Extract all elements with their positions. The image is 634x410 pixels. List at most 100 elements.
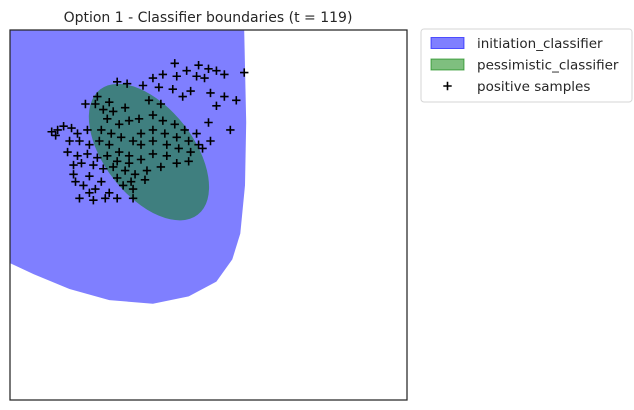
positive-sample-point — [136, 155, 146, 164]
positive-sample-point — [95, 136, 104, 146]
positive-sample-point — [73, 151, 82, 160]
positive-sample-point — [240, 68, 249, 77]
positive-sample-point — [91, 184, 100, 194]
positive-sample-point — [174, 144, 183, 153]
positive-sample-point — [83, 149, 92, 159]
positive-sample-point — [112, 173, 122, 183]
positive-sample-point — [162, 140, 172, 149]
positive-sample-point — [194, 140, 203, 149]
positive-sample-point — [178, 92, 187, 101]
positive-sample-point — [59, 122, 68, 131]
positive-sample-point — [232, 96, 241, 105]
positive-sample-point — [226, 125, 235, 135]
positive-sample-point — [97, 125, 106, 135]
legend-label: pessimistic_classifier — [477, 58, 619, 74]
positive-sample-point — [186, 147, 195, 157]
points-layer — [47, 59, 249, 205]
positive-sample-point — [200, 73, 209, 83]
positive-sample-point — [192, 72, 201, 81]
positive-sample-point — [93, 153, 102, 162]
positive-sample-point — [138, 81, 148, 90]
positive-sample-point — [134, 114, 144, 123]
positive-sample-point — [109, 162, 118, 172]
positive-sample-point — [194, 60, 203, 70]
legend-marker-positive-samples — [443, 81, 452, 91]
positive-sample-point — [75, 136, 84, 146]
positive-sample-point — [148, 136, 158, 146]
positive-sample-point — [75, 194, 84, 203]
positive-sample-point — [148, 110, 158, 120]
positive-sample-point — [85, 188, 94, 197]
legend-label: positive samples — [477, 79, 590, 95]
positive-sample-point — [71, 177, 80, 186]
positive-sample-point — [118, 181, 128, 190]
positive-sample-point — [101, 194, 110, 203]
positive-sample-point — [192, 129, 201, 138]
positive-sample-point — [160, 129, 170, 138]
positive-sample-point — [128, 184, 138, 194]
positive-sample-point — [85, 171, 94, 181]
positive-sample-point — [122, 79, 132, 88]
positive-sample-point — [81, 99, 90, 109]
positive-sample-point — [184, 136, 193, 146]
positive-sample-point — [89, 196, 98, 205]
positive-sample-point — [126, 177, 136, 186]
positive-sample-point — [168, 85, 177, 94]
positive-sample-point — [172, 159, 181, 168]
positive-sample-point — [206, 88, 215, 98]
positive-sample-point — [112, 157, 122, 166]
positive-sample-point — [91, 99, 100, 109]
positive-sample-point — [170, 120, 179, 129]
positive-sample-point — [51, 131, 60, 140]
positive-sample-point — [128, 194, 138, 203]
positive-sample-point — [107, 129, 116, 138]
positive-sample-point — [182, 66, 191, 75]
positive-sample-point — [186, 86, 195, 96]
positive-sample-point — [170, 59, 179, 68]
positive-sample-point — [120, 166, 130, 175]
positive-sample-point — [73, 129, 82, 138]
positive-sample-point — [198, 144, 207, 153]
positive-sample-point — [136, 140, 146, 149]
positive-sample-point — [204, 118, 213, 127]
positive-sample-point — [136, 129, 146, 138]
positive-sample-point — [99, 105, 108, 114]
positive-sample-point — [220, 70, 229, 79]
positive-sample-point — [67, 123, 76, 133]
positive-sample-point — [85, 140, 94, 149]
positive-sample-point — [184, 157, 193, 166]
positive-sample-point — [162, 151, 172, 160]
positive-sample-point — [89, 160, 98, 170]
legend-swatch-pessimistic-classifier — [430, 58, 465, 71]
positive-sample-point — [220, 92, 229, 101]
positive-sample-point — [93, 92, 102, 101]
positive-sample-point — [47, 127, 56, 136]
positive-sample-point — [172, 72, 181, 81]
positive-sample-point — [212, 101, 221, 111]
plot-frame — [9, 29, 408, 401]
positive-sample-point — [114, 120, 124, 129]
positive-sample-point — [103, 151, 112, 160]
positive-sample-point — [69, 170, 78, 179]
positive-sample-point — [116, 133, 126, 142]
positive-sample-point — [206, 136, 215, 146]
positive-sample-point — [212, 66, 221, 75]
positive-sample-point — [156, 99, 166, 109]
positive-sample-point — [172, 133, 181, 142]
legend-label: initiation_classifier — [477, 36, 603, 52]
positive-sample-point — [140, 175, 150, 185]
positive-sample-point — [148, 73, 158, 83]
positive-sample-point — [114, 147, 124, 157]
positive-sample-point — [154, 83, 164, 92]
positive-sample-point — [120, 103, 130, 112]
positive-sample-point — [99, 164, 108, 173]
positive-sample-point — [148, 149, 158, 159]
positive-sample-point — [144, 96, 154, 105]
positive-sample-point — [128, 136, 138, 146]
positive-sample-point — [65, 136, 74, 146]
positive-sample-point — [103, 114, 112, 123]
positive-sample-point — [112, 77, 122, 86]
positive-sample-point — [63, 147, 72, 157]
legend-box — [420, 28, 633, 103]
